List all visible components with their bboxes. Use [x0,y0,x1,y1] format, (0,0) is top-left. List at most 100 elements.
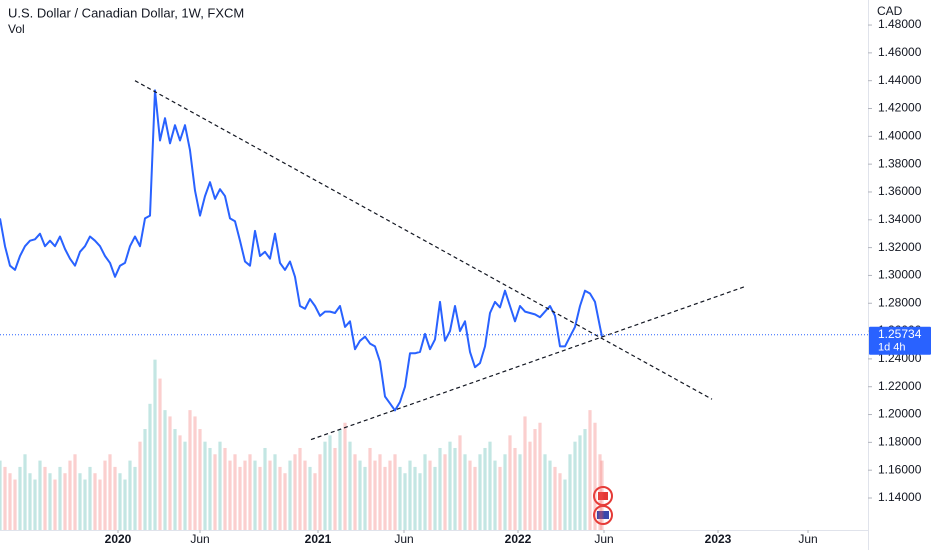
volume-bar [598,454,602,530]
volume-bar [148,403,152,530]
x-tick-label: 2021 [305,532,332,546]
volume-bar [453,447,457,530]
volume-bar [548,460,552,530]
x-tick-label: 2020 [105,532,132,546]
volume-bar [373,460,377,530]
volume-bar [358,460,362,530]
x-tick-label: 2022 [505,532,532,546]
volume-bar [533,429,537,530]
x-tick-label: Jun [190,532,209,546]
volume-bar [58,466,62,530]
volume-bar [538,422,542,530]
volume-bar [53,479,57,530]
y-tick-label: 1.48000 [878,17,922,31]
volume-bar [343,422,347,530]
flag-fill [597,511,609,519]
volume-bar [168,416,172,530]
y-tick-label: 1.42000 [878,101,922,115]
volume-bar [523,416,527,530]
volume-bar [3,466,7,530]
volume-bar [103,460,107,530]
volume-bar [203,441,207,530]
volume-bar [78,473,82,530]
volume-bar [493,460,497,530]
volume-bar [193,416,197,530]
y-tick-label: 1.46000 [878,45,922,59]
volume-bar [438,447,442,530]
y-tick-label: 1.20000 [878,407,922,421]
volume-bar [308,466,312,530]
countdown-label: 1d 4h [878,342,906,354]
volume-bar [323,441,327,530]
volume-bar [138,441,142,530]
price-line [0,89,603,412]
y-tick-label: 1.22000 [878,379,922,393]
volume-bar [33,479,37,530]
volume-bar [363,466,367,530]
volume-bar [163,410,167,530]
volume-bar [38,460,42,530]
volume-bar [8,473,12,530]
volume-bar [473,466,477,530]
volume-bar [503,454,507,530]
y-tick-label: 1.40000 [878,128,922,142]
volume-bar [483,447,487,530]
volume-bar [178,435,182,530]
volume-bar [498,466,502,530]
volume-bar [118,473,122,530]
volume-bar [528,441,532,530]
volume-bar [338,429,342,530]
volume-bar [563,479,567,530]
volume-bar [513,447,517,530]
volume-bar [408,460,412,530]
volume-bar [488,441,492,530]
volume-bar [448,441,452,530]
volume-bar [83,479,87,530]
volume-bar [243,460,247,530]
volume-bar [423,454,427,530]
y-tick-label: 1.44000 [878,73,922,87]
volume-bar [553,466,557,530]
x-tick-label: Jun [594,532,613,546]
x-tick-label: Jun [798,532,817,546]
volume-bar [238,466,242,530]
volume-bar [198,429,202,530]
volume-bar [133,466,137,530]
volume-bar [158,378,162,530]
volume-bar [568,454,572,530]
volume-bars [0,359,604,530]
volume-bar [98,479,102,530]
volume-bar [223,447,227,530]
volume-bar [393,454,397,530]
volume-bar [208,447,212,530]
volume-bar [583,429,587,530]
volume-bar [128,460,132,530]
volume-bar [63,473,67,530]
volume-bar [508,435,512,530]
volume-bar [318,454,322,530]
volume-bar [258,466,262,530]
volume-bar [353,454,357,530]
volume-bar [518,454,522,530]
flag-fill [598,492,608,500]
volume-bar [443,454,447,530]
x-tick-label: 2023 [705,532,732,546]
volume-bar [463,454,467,530]
volume-bar [313,473,317,530]
chart-title: U.S. Dollar / Canadian Dollar, 1W, FXCM [8,5,244,20]
volume-bar [123,479,127,530]
volume-bar [218,441,222,530]
volume-bar [468,460,472,530]
volume-bar [600,460,604,530]
volume-bar [428,460,432,530]
volume-bar [108,454,112,530]
volume-bar [73,454,77,530]
volume-bar [328,435,332,530]
volume-bar [18,466,22,530]
trendline [134,80,713,400]
volume-bar [283,473,287,530]
volume-bar [13,479,17,530]
volume-bar [403,473,407,530]
volume-bar [278,466,282,530]
y-tick-label: 1.16000 [878,462,922,476]
